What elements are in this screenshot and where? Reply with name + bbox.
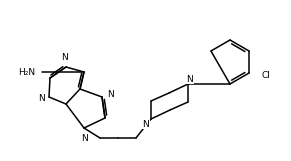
Text: N: N [38,94,45,103]
Text: Cl: Cl [261,71,270,80]
Text: N: N [143,119,149,128]
Text: N: N [187,75,194,84]
Text: N: N [62,53,68,62]
Text: H₂N: H₂N [18,67,35,76]
Text: N: N [81,134,88,143]
Text: N: N [107,90,114,99]
